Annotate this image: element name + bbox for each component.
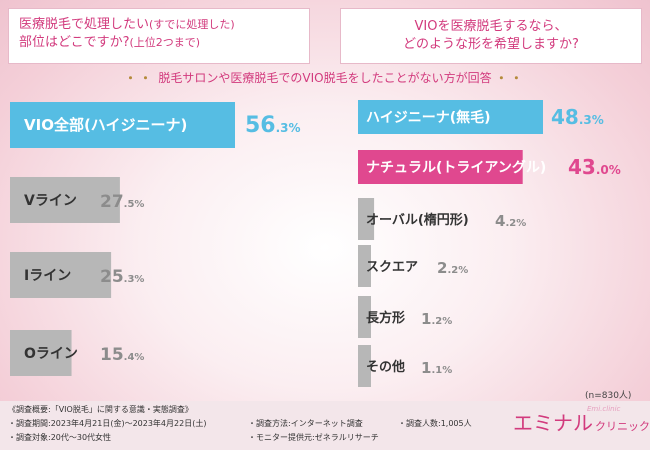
- bar-left-label-2: Iライン: [24, 268, 71, 284]
- survey-count: ・調査人数:1,005人: [398, 419, 472, 428]
- question-left-line1-note: (すでに処理した): [149, 18, 235, 31]
- bar-left-label-1: Vライン: [24, 193, 77, 209]
- value-left-1: 27.5%: [100, 192, 144, 212]
- bar-right-label-1: ナチュラル(トライアングル): [366, 159, 546, 176]
- value-left-2-int: 25: [100, 267, 124, 287]
- bar-left-label-0: VIO全部(ハイジニーナ): [24, 116, 187, 134]
- value-right-1-int: 43: [568, 155, 596, 179]
- sample-size-note: (n=830人): [585, 391, 632, 401]
- survey-method: ・調査方法:インターネット調査: [248, 419, 363, 428]
- value-right-5-dec: .1%: [431, 365, 452, 376]
- value-left-2: 25.3%: [100, 267, 144, 287]
- bar-left-3: [10, 330, 72, 376]
- subtitle-dots-right: ・・: [495, 71, 526, 85]
- value-left-3-dec: .4%: [124, 352, 145, 363]
- bar-left-label-3: Oライン: [24, 346, 78, 362]
- chart-body-parts: VIO全部(ハイジニーナ) 56.3%Vライン 27.5%Iライン 25.3%Oライン…: [10, 102, 301, 376]
- brand-tag: Emi.clinic: [587, 405, 621, 413]
- brand-logo: エミナル クリニック Emi.clinic: [513, 405, 650, 436]
- value-right-1: 43.0%: [568, 155, 621, 179]
- bar-right-label-3: スクエア: [366, 260, 418, 275]
- bar-right-label-4: 長方形: [366, 310, 405, 326]
- bar-left-2: [10, 252, 112, 298]
- value-right-2: 4.2%: [495, 212, 526, 230]
- question-left-box: 医療脱毛で処理したい(すでに処理した) 部位はどこですか?(上位2つまで): [8, 8, 310, 64]
- survey-heading: 《調査概要:「VIO脱毛」に関する意識・実態調査》: [8, 405, 193, 414]
- survey-period: ・調査期間:2023年4月21日(金)〜2023年4月22日(土): [8, 419, 207, 428]
- question-right-line2: どのような形を希望しますか?: [403, 37, 579, 52]
- value-left-3: 15.4%: [100, 345, 144, 365]
- value-left-2-dec: .3%: [124, 274, 145, 285]
- bar-right-2: [358, 198, 375, 240]
- value-left-1-int: 27: [100, 192, 124, 212]
- value-left-0-dec: .3%: [276, 121, 301, 135]
- subtitle: ・・ 脱毛サロンや医療脱毛でのVIO脱毛をしたことがない方が回答 ・・: [0, 69, 650, 86]
- value-right-4: 1.2%: [421, 310, 452, 328]
- subtitle-text: 脱毛サロンや医療脱毛でのVIO脱毛をしたことがない方が回答: [158, 71, 492, 85]
- question-left-line2-note: (上位2つまで): [129, 36, 201, 49]
- value-right-3-dec: .2%: [447, 265, 468, 276]
- bar-right-0: [358, 100, 543, 134]
- subtitle-dots-left: ・・: [124, 71, 155, 85]
- bar-left-1: [10, 177, 120, 223]
- bar-right-3: [358, 245, 371, 287]
- survey-target: ・調査対象:20代〜30代女性: [8, 433, 112, 442]
- value-right-3: 2.2%: [437, 259, 468, 277]
- bar-right-4: [358, 296, 371, 338]
- bar-right-label-5: その他: [366, 359, 405, 375]
- brand-sub: クリニック: [595, 420, 650, 433]
- value-right-2-dec: .2%: [505, 218, 526, 229]
- footer: 《調査概要:「VIO脱毛」に関する意識・実態調査》 ・調査期間:2023年4月2…: [0, 401, 650, 450]
- value-left-1-dec: .5%: [124, 199, 145, 210]
- value-right-3-int: 2: [437, 259, 447, 277]
- value-right-5-int: 1: [421, 359, 431, 377]
- bar-left-0: [10, 102, 235, 148]
- chart-vio-shape: ハイジニーナ(無毛) 48.3% ナチュラル(トライアングル) 43.0% オーバル(楕…: [358, 100, 621, 387]
- bar-right-1: [358, 150, 523, 184]
- question-left-line1: 医療脱毛で処理したい: [19, 17, 150, 32]
- question-right-box: VIOを医療脱毛するなら、 どのような形を希望しますか?: [340, 8, 642, 64]
- question-right-line1: VIOを医療脱毛するなら、: [414, 19, 568, 34]
- value-right-4-int: 1: [421, 310, 431, 328]
- value-left-0-int: 56: [245, 113, 276, 138]
- bar-right-label-0: ハイジニーナ(無毛): [366, 109, 491, 126]
- survey-provider: ・モニター提供元:ゼネラルリサーチ: [248, 433, 379, 442]
- value-right-1-dec: .0%: [596, 163, 621, 177]
- value-right-0-int: 48: [551, 105, 579, 129]
- value-right-5: 1.1%: [421, 359, 452, 377]
- value-right-0-dec: .3%: [579, 113, 604, 127]
- bar-right-label-2: オーバル(楕円形): [366, 212, 469, 228]
- value-right-4-dec: .2%: [431, 316, 452, 327]
- value-left-3-int: 15: [100, 345, 124, 365]
- value-right-0: 48.3%: [551, 105, 604, 129]
- bar-right-5: [358, 345, 371, 387]
- value-right-2-int: 4: [495, 212, 505, 230]
- brand-name: エミナル: [513, 411, 593, 435]
- question-left-line2: 部位はどこですか?: [19, 35, 130, 50]
- value-left-0: 56.3%: [245, 113, 301, 138]
